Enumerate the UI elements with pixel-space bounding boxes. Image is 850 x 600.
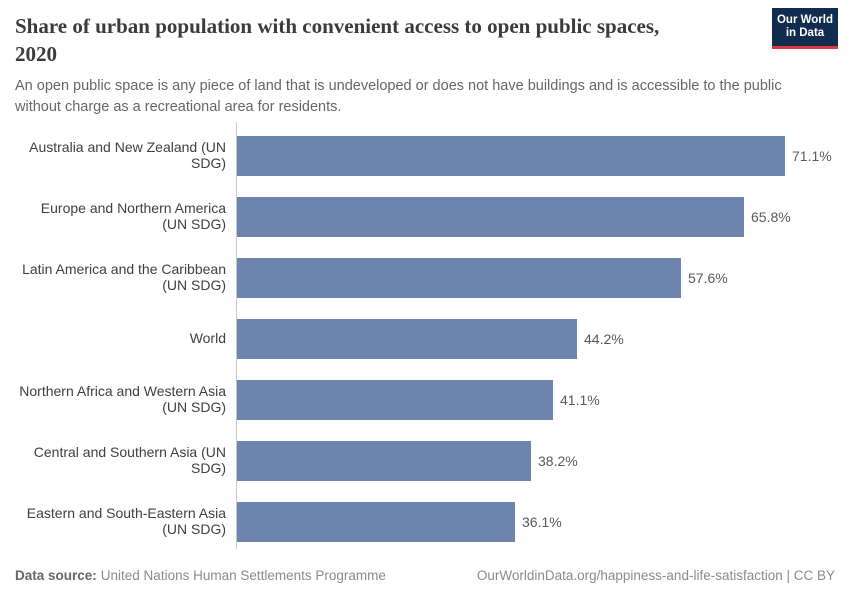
bar-row: Eastern and South-Eastern Asia (UN SDG) … — [15, 491, 835, 552]
bar[interactable] — [236, 135, 785, 176]
data-source-value: United Nations Human Settlements Program… — [100, 568, 386, 583]
bar-track: 65.8% — [236, 196, 835, 237]
chart-subtitle: An open public space is any piece of lan… — [15, 78, 782, 115]
data-source-label: Data source: — [15, 568, 97, 583]
value-label: 65.8% — [751, 208, 791, 225]
category-label: Latin America and the Caribbean (UN SDG) — [22, 261, 226, 293]
category-label: Australia and New Zealand (UN SDG) — [29, 139, 226, 171]
bar-chart: Australia and New Zealand (UN SDG) 71.1%… — [15, 122, 835, 552]
bar-row: Central and Southern Asia (UN SDG) 38.2% — [15, 430, 835, 491]
owid-url-link[interactable]: OurWorldinData.org/happiness-and-life-sa… — [476, 568, 835, 583]
bar-track: 71.1% — [236, 135, 835, 176]
bar-track: 38.2% — [236, 440, 835, 481]
bar-row: Northern Africa and Western Asia (UN SDG… — [15, 369, 835, 430]
bar[interactable] — [236, 501, 515, 542]
owid-logo-line1: Our World — [776, 14, 833, 26]
value-label: 57.6% — [688, 269, 728, 286]
bar[interactable] — [236, 379, 553, 420]
owid-logo-line2: in Data — [785, 27, 825, 39]
bar[interactable] — [236, 440, 531, 481]
bar[interactable] — [236, 318, 577, 359]
bar-track: 57.6% — [236, 257, 835, 298]
bar-track: 41.1% — [236, 379, 835, 420]
category-label: World — [189, 329, 226, 346]
data-source: Data source: United Nations Human Settlem… — [15, 568, 386, 583]
bar-row: World 44.2% — [15, 308, 835, 369]
bar-row: Latin America and the Caribbean (UN SDG)… — [15, 247, 835, 308]
chart-header: Share of urban population with convenien… — [15, 12, 835, 118]
category-label: Eastern and South-Eastern Asia (UN SDG) — [26, 505, 226, 537]
bar[interactable] — [236, 196, 744, 237]
owid-logo[interactable]: Our World in Data — [772, 8, 838, 49]
value-label: 41.1% — [560, 391, 600, 408]
bar-track: 44.2% — [236, 318, 835, 359]
category-label: Europe and Northern America (UN SDG) — [40, 200, 226, 232]
bar-row: Australia and New Zealand (UN SDG) 71.1% — [15, 125, 835, 186]
value-label: 38.2% — [538, 452, 578, 469]
value-label: 44.2% — [584, 330, 624, 347]
y-axis-line — [236, 122, 237, 549]
chart-footer: Data source: United Nations Human Settlem… — [15, 568, 835, 583]
value-label: 36.1% — [522, 513, 562, 530]
chart-title: Share of urban population with convenien… — [15, 14, 660, 66]
value-label: 71.1% — [792, 147, 832, 164]
bar-row: Europe and Northern America (UN SDG) 65.… — [15, 186, 835, 247]
bar[interactable] — [236, 257, 681, 298]
category-label: Central and Southern Asia (UN SDG) — [33, 444, 226, 476]
bar-track: 36.1% — [236, 501, 835, 542]
category-label: Northern Africa and Western Asia (UN SDG… — [19, 383, 226, 415]
